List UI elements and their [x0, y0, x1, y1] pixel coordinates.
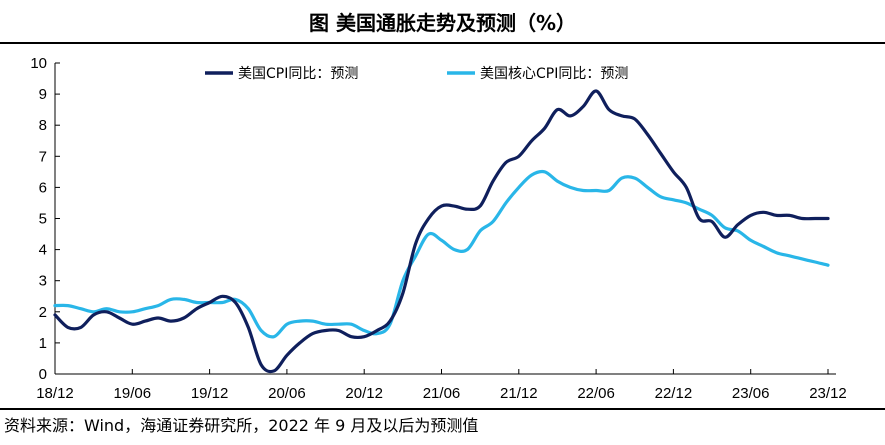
- series-line-cpi: [53, 89, 830, 374]
- footer-divider: [0, 408, 885, 410]
- chart-legend: 美国CPI同比：预测 美国核心CPI同比：预测: [205, 66, 628, 82]
- series-line-core-cpi: [53, 169, 830, 339]
- chart-title: 图 美国通胀走势及预测（%）: [308, 10, 576, 35]
- x-tick-label: 21/06: [423, 385, 461, 402]
- y-tick-label: 10: [30, 55, 47, 72]
- y-tick-label: 0: [39, 366, 47, 383]
- y-tick-label: 5: [39, 211, 47, 228]
- x-tick-label: 23/06: [732, 385, 770, 402]
- y-axis-ticks: 0 1 2 3 4 5 6 7 8 9 10: [30, 55, 60, 383]
- x-tick-label: 22/12: [655, 385, 693, 402]
- y-tick-label: 8: [39, 117, 47, 134]
- source-note: 资料来源：Wind，海通证券研究所，2022 年 9 月及以后为预测值: [4, 416, 479, 435]
- x-tick-label: 20/06: [268, 385, 306, 402]
- x-tick-label: 23/12: [809, 385, 847, 402]
- legend-label-cpi: 美国CPI同比：预测: [238, 66, 358, 82]
- x-tick-label: 18/12: [36, 385, 74, 402]
- y-tick-label: 3: [39, 273, 47, 290]
- x-tick-label: 21/12: [500, 385, 538, 402]
- line-chart: 0 1 2 3 4 5 6 7 8 9 10 18/12 19/06 19/12 20/06 20/12 21…: [30, 55, 847, 402]
- x-axis-ticks: 18/12 19/06 19/12 20/06 20/12 21/06 21/12 22/06…: [36, 369, 847, 402]
- x-tick-label: 20/12: [345, 385, 383, 402]
- title-divider: [0, 42, 885, 44]
- legend-label-core-cpi: 美国核心CPI同比：预测: [480, 66, 628, 82]
- x-tick-label: 19/06: [114, 385, 152, 402]
- x-tick-label: 19/12: [191, 385, 229, 402]
- y-tick-label: 9: [39, 86, 47, 103]
- series-lines: [53, 89, 830, 374]
- y-tick-label: 1: [39, 335, 47, 352]
- y-tick-label: 6: [39, 179, 47, 196]
- chart-axes: [54, 63, 836, 375]
- y-tick-label: 2: [39, 304, 47, 321]
- y-tick-label: 7: [39, 148, 47, 165]
- y-tick-label: 4: [39, 242, 47, 259]
- x-tick-label: 22/06: [577, 385, 615, 402]
